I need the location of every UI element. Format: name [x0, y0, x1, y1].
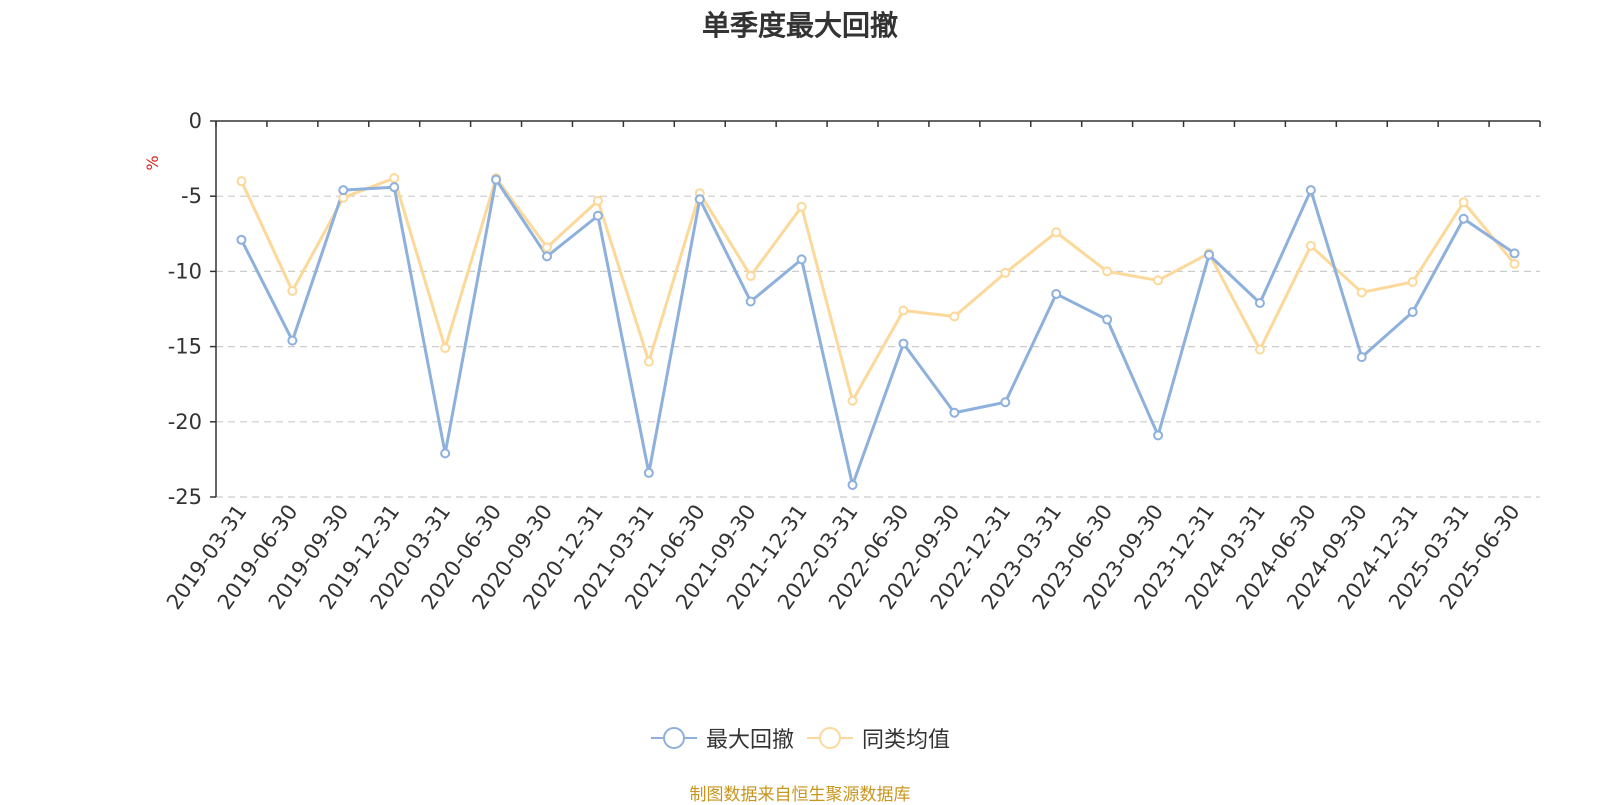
legend-label: 最大回撤 [705, 728, 794, 753]
data-point [1153, 275, 1164, 286]
y-tick-label: -20 [168, 410, 202, 434]
data-point [1407, 307, 1418, 318]
data-point [1509, 258, 1520, 269]
series-line [240, 176, 1516, 403]
y-tick-label: 0 [189, 109, 202, 133]
data-point [1102, 314, 1113, 325]
legend-icon-circle [662, 727, 685, 749]
data-point [847, 479, 858, 490]
data-point [287, 335, 298, 346]
data-point [847, 395, 858, 406]
data-point [338, 185, 349, 196]
legend-icon-circle [819, 727, 841, 749]
data-point [1458, 197, 1469, 208]
data-point [1204, 249, 1214, 260]
data-point [1254, 344, 1265, 355]
data-point [1051, 288, 1062, 299]
data-point [1356, 287, 1367, 298]
source-note: 制图数据来自恒生聚源数据库 [689, 785, 911, 805]
data-point [694, 194, 705, 205]
data-point [1305, 240, 1316, 251]
data-point [1305, 185, 1316, 196]
data-point [1102, 266, 1113, 277]
chart-title: 单季度最大回撤 [701, 9, 898, 42]
y-tick-label: -10 [168, 259, 202, 283]
data-point [440, 343, 451, 354]
series-lines [236, 173, 1520, 490]
legend-label: 同类均值 [862, 728, 951, 753]
data-point [592, 210, 603, 221]
data-point [949, 407, 960, 418]
data-point [1000, 397, 1011, 408]
y-tick-label: -5 [181, 184, 202, 208]
data-point [643, 356, 654, 367]
data-point [745, 296, 756, 307]
data-point [1254, 297, 1265, 308]
data-point [1356, 352, 1367, 363]
series-line [240, 178, 1516, 487]
data-point [796, 201, 807, 212]
y-tick-label: -25 [168, 485, 202, 509]
data-point [745, 270, 756, 281]
data-point [949, 311, 960, 322]
legend-line-circle-icon [650, 727, 697, 749]
data-point [898, 305, 909, 316]
data-point [1153, 430, 1164, 441]
legend-item[interactable]: 最大回撤 [650, 722, 794, 754]
data-point [389, 182, 400, 193]
data-point [389, 173, 400, 184]
legend: 最大回撤 同类均值 [0, 722, 1600, 757]
data-point [1458, 213, 1469, 224]
data-point [542, 251, 552, 262]
data-point [1509, 248, 1520, 259]
data-point [1000, 267, 1011, 278]
data-point [287, 285, 298, 296]
data-point [491, 174, 502, 185]
legend-item[interactable]: 同类均值 [806, 722, 950, 754]
grid-lines [216, 195, 1540, 498]
y-tick-label: -15 [168, 335, 202, 359]
data-point [796, 254, 807, 265]
data-point [440, 448, 451, 459]
data-point [643, 467, 654, 478]
data-point [1407, 276, 1418, 287]
data-point [1051, 227, 1062, 238]
y-axis-unit-label: % [143, 155, 162, 170]
data-point [236, 234, 247, 245]
data-point [542, 242, 552, 253]
legend-line-circle-icon [807, 727, 853, 749]
axes: 0-5-10-15-20-252019-03-312019-06-302019-… [162, 109, 1541, 614]
data-point [592, 195, 603, 206]
data-point [236, 176, 247, 187]
data-point [898, 338, 909, 349]
